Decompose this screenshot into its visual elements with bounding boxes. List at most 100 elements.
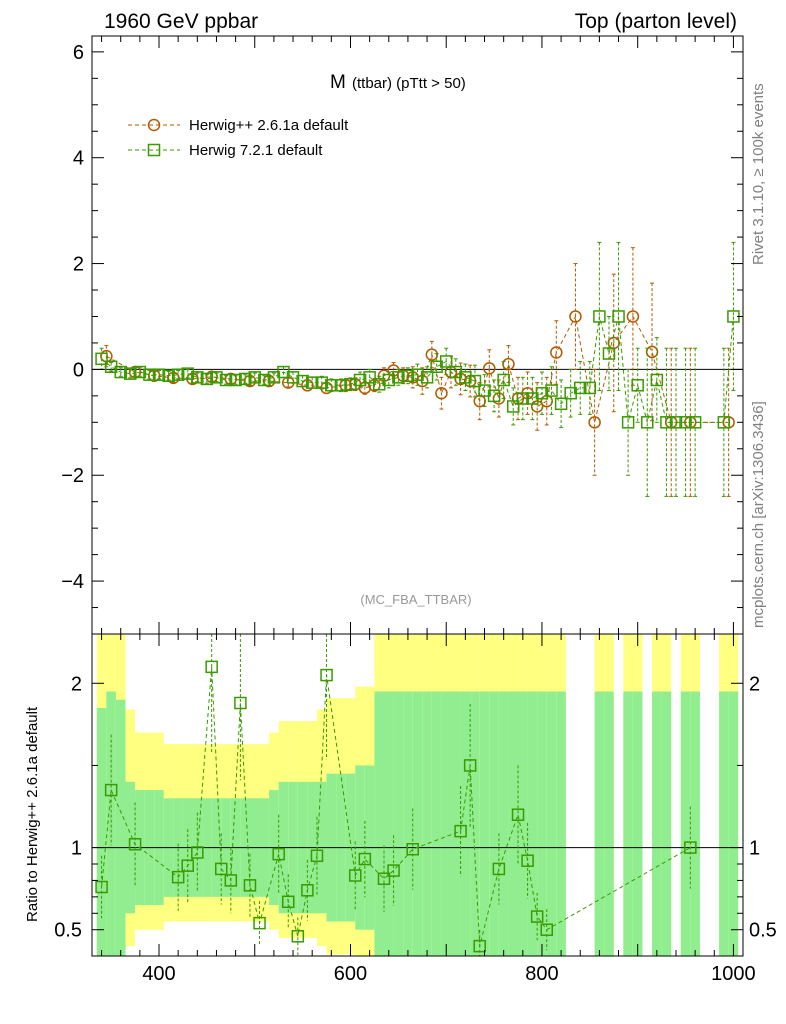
- green-band: [690, 691, 700, 956]
- data-point: [162, 369, 175, 382]
- data-point: [382, 373, 396, 387]
- data-point: [545, 384, 558, 397]
- ratio-point: [234, 696, 247, 710]
- data-point: [124, 367, 137, 380]
- ratio-ticks: 0.5 0.5 1 1 2 2 400 600 800 1000: [54, 634, 777, 985]
- data-point: [200, 372, 214, 386]
- green-band: [680, 691, 691, 956]
- green-band: [96, 707, 107, 956]
- ratio-xtick-label: 400: [142, 963, 175, 985]
- data-point: [286, 371, 300, 384]
- green-band: [403, 691, 413, 956]
- data-point: [152, 368, 166, 381]
- main-ytick-label: 6: [73, 42, 84, 64]
- green-band: [537, 691, 547, 956]
- ratio-xtick-label: 1000: [711, 963, 756, 985]
- green-band: [115, 699, 126, 956]
- data-point: [143, 368, 156, 381]
- green-band: [556, 691, 566, 956]
- ratio-point: [253, 916, 266, 930]
- data-point: [583, 381, 597, 395]
- ratio-point: [511, 808, 525, 821]
- data-point: [569, 310, 582, 323]
- ratio-point: [454, 824, 467, 838]
- green-band: [393, 691, 404, 956]
- green-band: [412, 691, 423, 956]
- data-point: [439, 355, 453, 368]
- data-point: [631, 379, 644, 392]
- legend-item-herwigpp: Herwig++ 2.6.1a default: [128, 117, 349, 134]
- data-point: [593, 310, 606, 323]
- green-band: [460, 691, 471, 956]
- ratio-point: [224, 874, 238, 887]
- main-ytick-label: 0: [73, 359, 84, 381]
- main-ticks: −4 −2 0 2 4 6: [61, 36, 743, 635]
- ratio-point: [530, 910, 544, 923]
- data-point: [487, 389, 501, 403]
- header-right: Top (parton level): [575, 10, 737, 33]
- data-point: [219, 373, 233, 387]
- green-band: [451, 691, 461, 956]
- data-point: [483, 362, 496, 375]
- data-point: [392, 371, 405, 384]
- ratio-point: [473, 939, 486, 953]
- ratio-point: [463, 759, 477, 772]
- data-point: [502, 357, 515, 371]
- ratio-series-line: [101, 666, 691, 947]
- ratio-point: [191, 846, 204, 859]
- data-point: [248, 371, 261, 384]
- data-point: [411, 368, 424, 381]
- ratio-point: [358, 852, 372, 866]
- ratio-point: [320, 668, 333, 682]
- green-band: [728, 691, 739, 956]
- legend-item-herwig7: Herwig 7.2.1 default: [128, 142, 323, 159]
- ratio-ytick-label-right: 1: [749, 838, 760, 860]
- ratio-point: [95, 880, 108, 894]
- ratio-data-layer: [92, 634, 743, 956]
- data-point: [660, 416, 673, 429]
- data-point: [621, 416, 635, 429]
- chart-title-main: M: [330, 72, 346, 93]
- green-band: [604, 691, 614, 956]
- green-band: [422, 691, 432, 956]
- ratio-ytick-label: 2: [71, 673, 82, 695]
- ratio-point: [291, 930, 305, 943]
- data-point: [679, 416, 692, 429]
- green-band: [383, 691, 394, 956]
- data-point: [114, 365, 127, 379]
- green-band: [498, 691, 509, 956]
- ratio-point: [387, 864, 400, 877]
- data-point: [258, 373, 271, 387]
- ratio-point: [492, 862, 506, 876]
- green-band: [594, 691, 605, 956]
- data-point: [171, 368, 185, 381]
- ratio-xtick-label: 800: [525, 963, 558, 985]
- data-point: [612, 310, 625, 323]
- data-point: [626, 310, 640, 323]
- data-point: [353, 373, 367, 387]
- data-point: [334, 379, 348, 392]
- main-panel: −4 −2 0 2 4 6 M (ttbar) (pTtt > 50) (MC_FBA_T…: [61, 35, 744, 635]
- ratio-point: [406, 842, 419, 856]
- ratio-point: [243, 879, 257, 892]
- green-band: [374, 691, 384, 956]
- ratio-ytick-label-right: 0.5: [749, 920, 777, 942]
- ratio-point: [171, 870, 185, 884]
- data-point: [315, 376, 329, 389]
- ratio-ytick-label: 1: [71, 838, 82, 860]
- ratio-panel: 0.5 0.5 1 1 2 2 400 600 800 1000 Ratio to Herwig+…: [24, 633, 777, 985]
- rivet-label: Rivet 3.1.10, ≥ 100k events: [750, 83, 767, 265]
- data-point: [181, 367, 194, 380]
- ratio-point: [128, 838, 142, 851]
- data-point: [95, 352, 108, 366]
- data-point: [191, 371, 204, 384]
- green-band: [632, 691, 643, 956]
- data-point: [296, 374, 309, 388]
- ratio-point: [104, 783, 118, 797]
- green-band: [623, 691, 633, 956]
- data-point: [133, 365, 147, 379]
- data-point: [238, 372, 252, 386]
- data-point: [325, 379, 338, 392]
- legend-label-herwigpp: Herwig++ 2.6.1a default: [189, 117, 349, 134]
